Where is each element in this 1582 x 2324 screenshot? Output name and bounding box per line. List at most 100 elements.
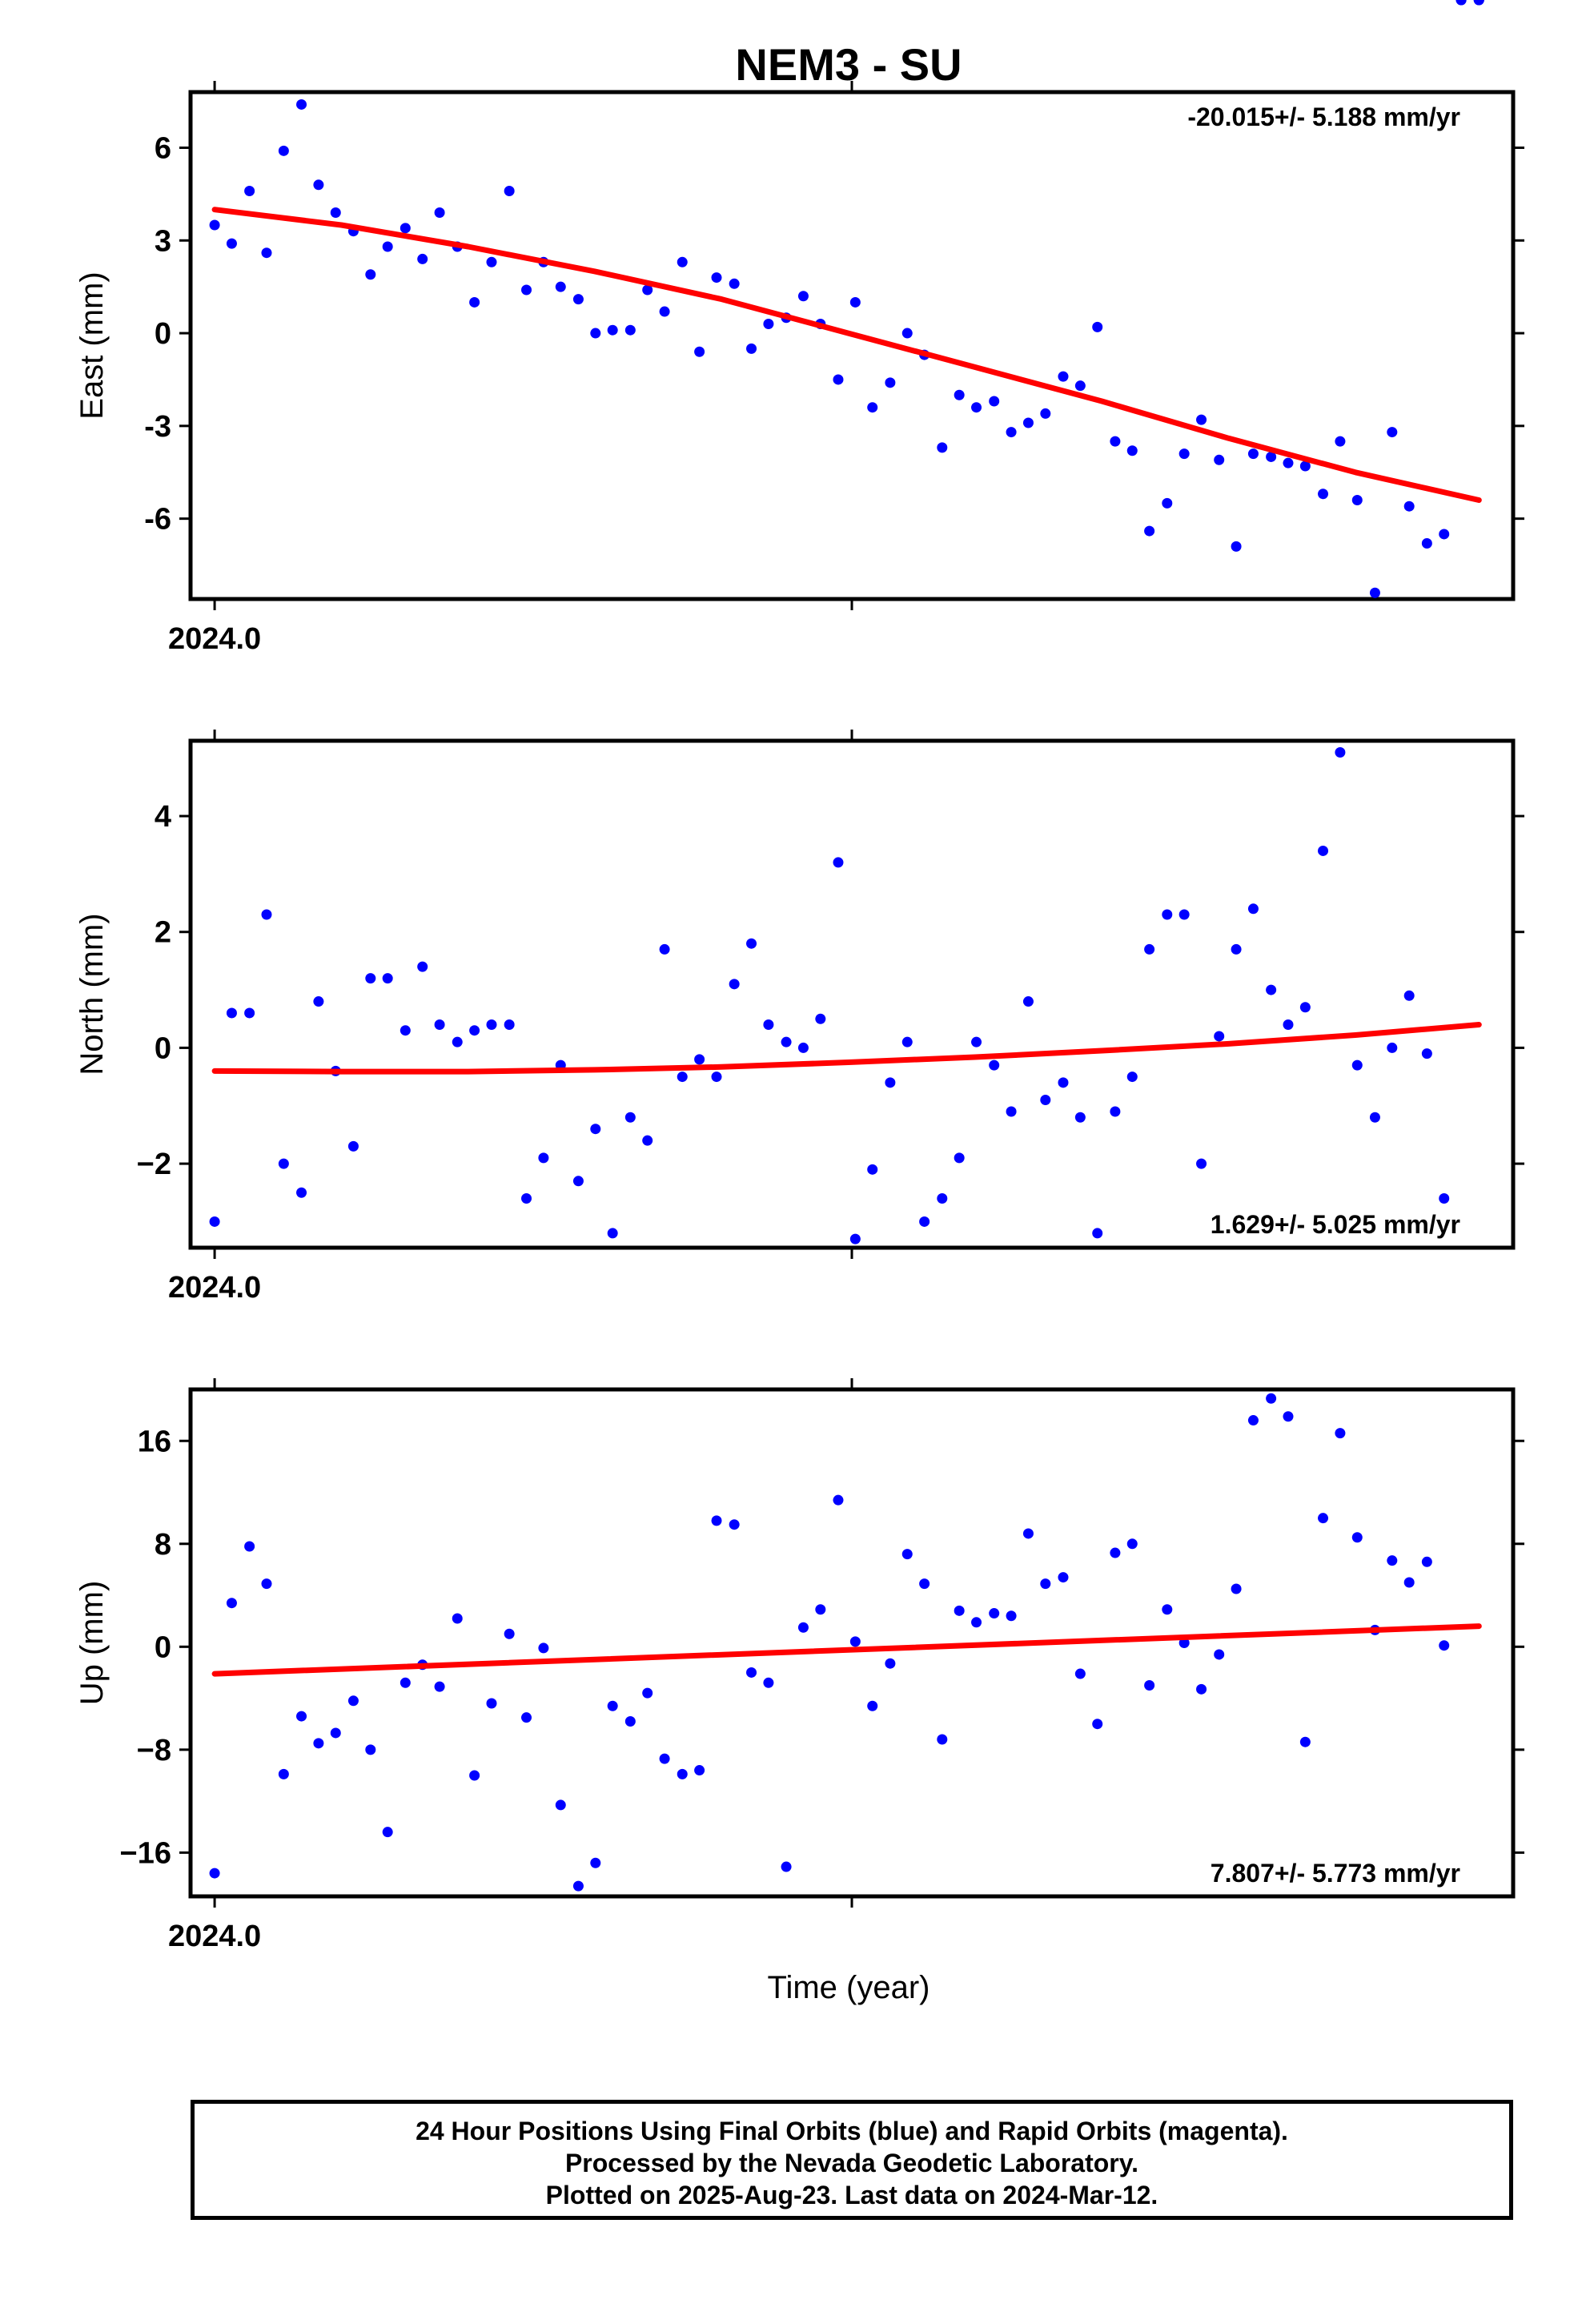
data-point bbox=[521, 284, 532, 296]
data-point bbox=[1335, 1428, 1346, 1439]
data-point bbox=[624, 1716, 636, 1727]
data-point bbox=[1126, 1072, 1138, 1083]
data-point bbox=[504, 1628, 515, 1639]
y-tick-label: −8 bbox=[137, 1734, 171, 1767]
y-tick-label: 8 bbox=[155, 1528, 171, 1562]
data-point bbox=[1162, 1604, 1173, 1615]
data-point bbox=[1387, 427, 1398, 438]
data-point bbox=[400, 1677, 411, 1688]
data-point bbox=[1247, 903, 1259, 915]
x-tick-label: 2024.0 bbox=[168, 1271, 261, 1305]
data-point bbox=[434, 1681, 445, 1692]
data-point bbox=[694, 1054, 705, 1065]
data-point bbox=[677, 1768, 688, 1779]
data-point bbox=[1074, 380, 1086, 392]
data-point bbox=[867, 1164, 878, 1175]
data-point bbox=[1456, 0, 1467, 6]
data-point bbox=[417, 253, 428, 264]
data-point bbox=[400, 223, 411, 234]
east-plot-frame bbox=[188, 90, 1516, 601]
data-point bbox=[1006, 1610, 1017, 1622]
data-point bbox=[989, 1059, 1000, 1071]
data-point bbox=[1214, 454, 1225, 465]
data-point bbox=[1040, 1578, 1051, 1590]
data-point bbox=[885, 1658, 896, 1669]
data-point bbox=[504, 1019, 515, 1030]
data-point bbox=[1318, 1513, 1329, 1524]
data-point bbox=[815, 1013, 826, 1024]
x-tick-label: 2024.0 bbox=[168, 622, 261, 656]
y-tick-label: −16 bbox=[120, 1836, 171, 1870]
data-point bbox=[244, 1007, 255, 1019]
data-point bbox=[1439, 1193, 1450, 1204]
data-point bbox=[1196, 1158, 1207, 1169]
data-point bbox=[781, 1036, 792, 1047]
data-point bbox=[330, 1727, 341, 1739]
up-trend-line bbox=[211, 1623, 1482, 1677]
data-point bbox=[1403, 501, 1415, 512]
data-point bbox=[763, 318, 774, 329]
y-tick-label: 3 bbox=[155, 224, 171, 258]
data-point bbox=[244, 1541, 255, 1552]
data-point bbox=[469, 1025, 480, 1036]
data-point bbox=[1178, 909, 1190, 920]
data-point bbox=[833, 1494, 844, 1506]
data-point bbox=[382, 1827, 393, 1838]
chart-title: NEM3 - SU bbox=[735, 39, 962, 90]
data-point bbox=[1110, 1547, 1121, 1558]
data-point bbox=[313, 1738, 324, 1749]
data-point bbox=[1092, 321, 1103, 332]
data-point bbox=[1006, 1106, 1017, 1117]
data-point bbox=[209, 219, 220, 231]
y-tick-label: 2 bbox=[155, 916, 171, 950]
data-point bbox=[1369, 587, 1380, 598]
y-tick-label: −2 bbox=[137, 1148, 171, 1181]
up-y-axis-label: Up (mm) bbox=[74, 1581, 110, 1706]
data-point bbox=[1214, 1649, 1225, 1660]
data-point bbox=[971, 1036, 982, 1047]
data-point bbox=[642, 1135, 653, 1146]
data-point bbox=[937, 1193, 948, 1204]
data-point bbox=[1074, 1668, 1086, 1679]
data-point bbox=[1335, 436, 1346, 447]
data-point bbox=[711, 1515, 722, 1526]
north-y-axis-label: North (mm) bbox=[74, 913, 110, 1075]
data-point bbox=[607, 324, 618, 336]
data-point bbox=[504, 186, 515, 197]
data-point bbox=[1058, 371, 1069, 382]
data-point bbox=[209, 1868, 220, 1879]
data-point bbox=[1351, 1532, 1363, 1543]
data-point bbox=[1403, 990, 1415, 1001]
data-point bbox=[1421, 1048, 1432, 1059]
caption-line-1: 24 Hour Positions Using Final Orbits (bl… bbox=[416, 2117, 1288, 2145]
data-point bbox=[1022, 1528, 1034, 1539]
data-point bbox=[365, 1744, 376, 1755]
data-point bbox=[226, 238, 237, 249]
north-rate-label: 1.629+/- 5.025 mm/yr bbox=[1211, 1210, 1460, 1239]
data-point bbox=[347, 1140, 359, 1152]
data-point bbox=[244, 186, 255, 197]
data-point bbox=[1126, 1538, 1138, 1550]
data-point bbox=[901, 328, 913, 339]
data-point bbox=[590, 1124, 601, 1135]
data-point bbox=[849, 1636, 861, 1647]
data-point bbox=[1231, 541, 1242, 552]
data-point bbox=[1040, 408, 1051, 419]
caption-line-3: Plotted on 2025-Aug-23. Last data on 202… bbox=[545, 2181, 1158, 2209]
data-point bbox=[919, 1216, 930, 1227]
y-tick-label: 0 bbox=[155, 1031, 171, 1065]
data-point bbox=[1126, 445, 1138, 456]
data-point bbox=[1178, 1638, 1190, 1648]
data-point bbox=[1283, 1411, 1294, 1422]
data-point bbox=[521, 1712, 532, 1723]
data-point bbox=[1092, 1228, 1103, 1239]
data-point bbox=[1369, 1112, 1380, 1123]
y-tick-label: -6 bbox=[144, 503, 171, 537]
data-point bbox=[365, 973, 376, 984]
data-point bbox=[590, 1857, 601, 1868]
y-tick-label: -3 bbox=[144, 410, 171, 444]
data-point bbox=[1058, 1077, 1069, 1088]
data-point bbox=[1040, 1095, 1051, 1106]
data-point bbox=[833, 857, 844, 868]
